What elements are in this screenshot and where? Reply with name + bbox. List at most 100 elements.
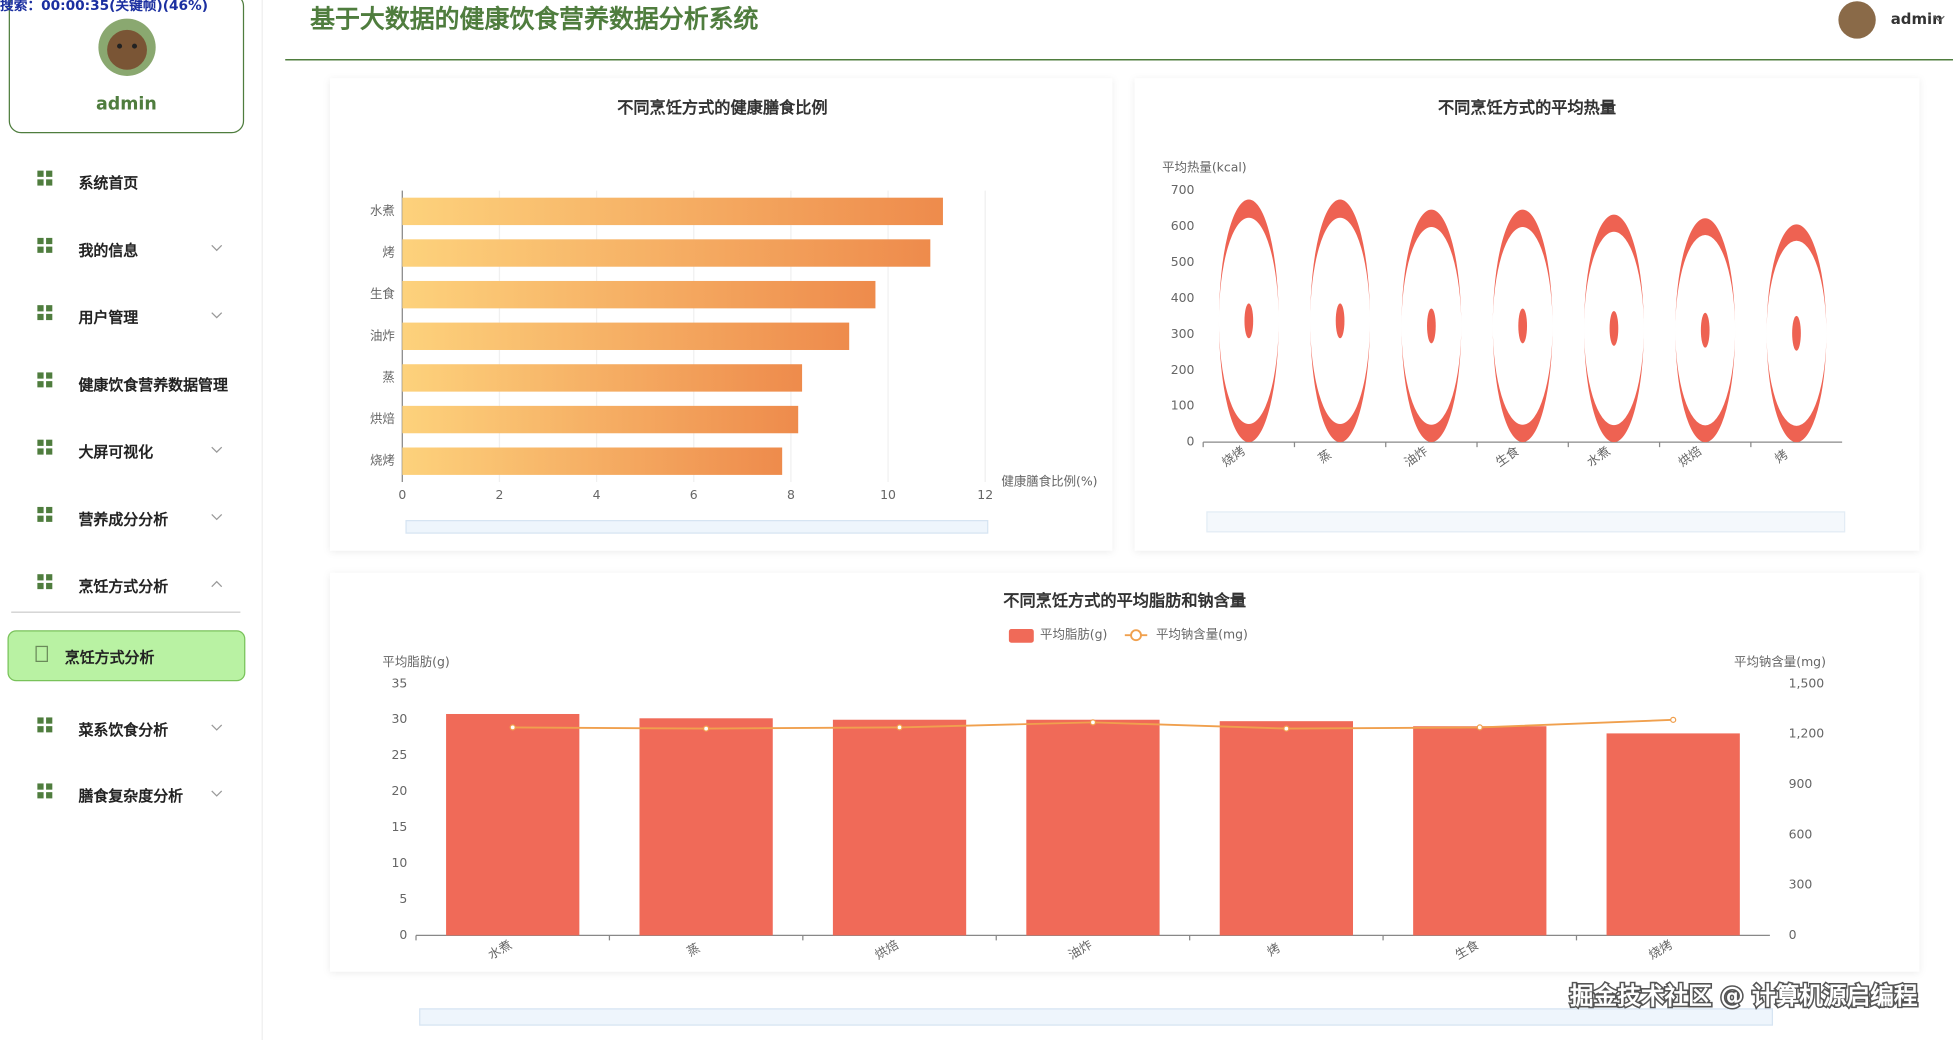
line-point [703, 725, 710, 732]
chevron [211, 724, 223, 731]
bar [1219, 721, 1354, 936]
y2-tick-label: 600 [1789, 826, 1813, 841]
menu-label: 用户管理 [78, 308, 139, 327]
symbol-dot [1609, 310, 1619, 346]
menu-label: 烹饪方式分析 [64, 648, 155, 667]
y2-tick-label: 900 [1789, 776, 1813, 791]
y-axis-label: 平均热量(kcal) [1162, 160, 1247, 175]
y-tick-label: 烤 [382, 245, 394, 260]
symbol-dot [1792, 315, 1801, 351]
menu-label: 烹饪方式分析 [78, 577, 169, 596]
bar [402, 197, 943, 226]
y-tick-label: 100 [1171, 398, 1195, 413]
menu-icon [37, 574, 53, 590]
menu-label: 菜系饮食分析 [78, 721, 169, 739]
menu-item[interactable]: 健康饮食营养数据管理 [0, 364, 262, 401]
panel [1134, 78, 1920, 551]
menu-label: 我的信息 [78, 241, 139, 260]
symbol-dot [1244, 303, 1254, 339]
menu-icon [37, 237, 53, 253]
menu-item[interactable]: 我的信息 [0, 229, 262, 266]
y-tick-label: 烘焙 [370, 411, 395, 426]
chevron [211, 513, 223, 521]
line-point [896, 724, 903, 731]
menu-item[interactable]: 烹饪方式分析 [0, 565, 262, 602]
y-tick-label: 生食 [370, 286, 395, 301]
y-tick-label: 25 [391, 747, 407, 762]
data-zoom[interactable] [419, 1008, 1774, 1026]
menu-icon [37, 783, 53, 799]
chevron [211, 244, 223, 252]
header-user[interactable]: admin [1891, 10, 1943, 28]
menu-icon [37, 506, 53, 522]
y-tick-label: 300 [1171, 326, 1195, 341]
line-point [509, 724, 516, 731]
chevron [211, 446, 223, 454]
x-tick-label: 8 [787, 487, 795, 502]
data-zoom[interactable] [1206, 511, 1846, 533]
bar [832, 719, 967, 936]
y-tick-label: 700 [1171, 182, 1195, 197]
menu-item[interactable]: 用户管理 [0, 296, 262, 333]
symbol-dot [1427, 308, 1436, 344]
chart-title: 不同烹饪方式的平均热量 [1438, 98, 1616, 117]
bar [1606, 733, 1740, 936]
symbol-dot [1700, 312, 1710, 348]
menu-icon [37, 717, 53, 733]
bar [446, 713, 580, 936]
data-zoom[interactable] [405, 520, 989, 534]
menu-item[interactable]: 大屏可视化 [0, 431, 262, 468]
menu-icon [37, 372, 53, 388]
legend-swatch [1008, 628, 1034, 643]
line-point [1283, 725, 1290, 732]
y-tick-label: 水煮 [370, 203, 395, 218]
x-tick-label: 0 [398, 487, 406, 502]
y-tick-label: 烧烤 [370, 453, 395, 468]
menu-label: 系统首页 [78, 174, 139, 192]
active-menu-item[interactable]: 烹饪方式分析 [7, 630, 246, 682]
menu-item[interactable]: 膳食复杂度分析 [0, 775, 262, 812]
x-axis-label: 健康膳食比例(%) [1001, 474, 1097, 489]
y-tick-label: 35 [391, 675, 407, 690]
chevron [1933, 15, 1945, 23]
chevron [211, 312, 223, 319]
header-avatar[interactable] [1838, 1, 1876, 39]
watermark: 掘金技术社区 @ 计算机源启编程 [1570, 982, 1918, 1010]
y-tick-label: 400 [1171, 290, 1195, 305]
menu-icon [35, 645, 48, 662]
chevron [211, 790, 223, 797]
menu-icon [37, 439, 53, 455]
x-tick-label: 4 [593, 487, 601, 502]
menu-label: 营养成分分析 [78, 510, 169, 529]
chevron [211, 580, 223, 588]
menu-item[interactable]: 系统首页 [0, 162, 262, 199]
y-tick-label: 10 [391, 855, 407, 870]
y-tick-label: 油炸 [370, 328, 395, 343]
y-tick-label: 600 [1171, 218, 1195, 233]
y-tick-label: 20 [391, 783, 407, 798]
y2-tick-label: 300 [1789, 877, 1813, 892]
menu-label: 健康饮食营养数据管理 [78, 376, 228, 394]
x-tick-label: 6 [690, 487, 698, 502]
line-point [1670, 716, 1677, 723]
line-point [1476, 724, 1483, 731]
menu-item[interactable]: 菜系饮食分析 [0, 709, 262, 746]
menu-label: 大屏可视化 [78, 443, 154, 461]
y-tick-label: 5 [399, 891, 407, 906]
line-point [1089, 719, 1097, 726]
y-tick-label: 200 [1171, 362, 1195, 377]
bar [1413, 726, 1547, 936]
bar [402, 239, 931, 267]
y2-tick-label: 0 [1789, 927, 1797, 942]
avatar [98, 18, 156, 76]
page-title: 基于大数据的健康饮食营养数据分析系统 [310, 5, 758, 34]
menu-item[interactable]: 营养成分分析 [0, 498, 262, 535]
menu-label: 膳食复杂度分析 [78, 787, 184, 805]
y-tick-label: 0 [399, 927, 407, 942]
symbol-dot [1518, 308, 1528, 344]
legend-symbol [1130, 629, 1142, 642]
bar [402, 280, 876, 309]
x-tick-label: 12 [977, 487, 993, 502]
